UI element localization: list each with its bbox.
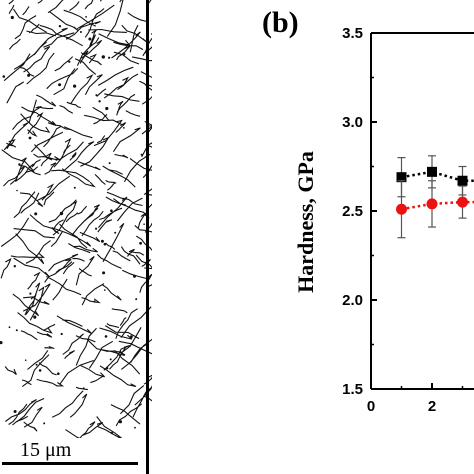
data-point-circle — [426, 198, 438, 210]
precipitate-dot — [16, 189, 18, 192]
y-tick-label: 3.5 — [342, 25, 363, 42]
precipitate-dot — [103, 242, 107, 246]
precipitate-dot — [15, 329, 18, 332]
precipitate-dot — [34, 212, 38, 216]
precipitate-dot — [95, 227, 98, 230]
precipitate-dot — [123, 127, 125, 129]
precipitate-dot — [57, 372, 60, 376]
precipitate-dot — [79, 31, 82, 33]
precipitate-dot — [98, 100, 101, 103]
y-tick-label: 2.5 — [342, 203, 363, 220]
precipitate-dot — [140, 153, 143, 156]
y-axis-ticks: 1.5 2.0 2.5 3.0 3.5 — [342, 25, 377, 398]
precipitate-dot — [29, 292, 32, 295]
precipitate-dot — [0, 341, 3, 345]
precipitate-dot — [130, 335, 133, 338]
series-layer — [396, 155, 474, 239]
precipitate-dot — [106, 367, 109, 370]
data-point-circle — [457, 196, 468, 208]
precipitate-dot — [27, 73, 31, 77]
precipitate-dot — [85, 16, 87, 18]
precipitate-dot — [8, 326, 11, 329]
precipitate-dot — [28, 136, 32, 140]
precipitate-dot — [35, 363, 38, 366]
precipitate-dot — [105, 106, 109, 111]
precipitate-dot — [101, 55, 106, 59]
precipitate-dot — [38, 369, 42, 372]
precipitate-dot — [143, 223, 145, 225]
precipitate-dot — [58, 83, 62, 87]
precipitate-dot — [10, 15, 14, 20]
y-tick-label: 1.5 — [342, 381, 363, 398]
precipitate-dot — [93, 300, 96, 303]
y-tick-label: 2.0 — [342, 292, 363, 309]
scale-bar: 15 μm — [0, 438, 146, 466]
precipitate-dot — [68, 60, 71, 63]
precipitate-dot — [55, 158, 58, 161]
precipitate-dot — [134, 426, 136, 429]
x-tick-label: 0 — [367, 398, 375, 415]
y-tick-label: 3.0 — [342, 114, 363, 131]
data-point-square — [457, 175, 468, 186]
precipitate-dot — [43, 422, 46, 425]
grain-boundary-lines — [0, 0, 152, 448]
precipitate-dot — [33, 315, 37, 319]
grain-boundary-map — [0, 0, 152, 448]
precipitate-dot — [73, 186, 76, 189]
precipitate-dot — [13, 265, 16, 268]
y-axis-title: Hardness, GPa — [293, 151, 318, 293]
data-point-square — [396, 172, 407, 183]
image-border — [146, 0, 149, 474]
x-tick-label: 2 — [428, 398, 436, 415]
precipitate-dot — [108, 162, 111, 165]
precipitate-dot — [24, 359, 27, 362]
precipitate-dot — [114, 231, 117, 234]
data-point-circle — [396, 203, 407, 215]
precipitate-dot — [110, 209, 113, 212]
precipitate-dot — [73, 84, 77, 88]
precipitate-dot — [59, 211, 64, 216]
precipitate-dot — [135, 298, 138, 301]
series-circle-red — [396, 180, 474, 239]
precipitate-dot — [18, 163, 21, 166]
microstructure-image: 15 μm — [0, 0, 152, 474]
precipitate-dot — [108, 56, 111, 59]
precipitate-dot — [133, 274, 136, 278]
precipitate-dot — [2, 75, 6, 78]
precipitate-dot — [102, 271, 106, 275]
precipitate-dot — [88, 37, 92, 41]
scale-bar-line — [2, 462, 138, 465]
precipitate-dot — [110, 431, 113, 434]
precipitate-dot — [104, 335, 108, 338]
precipitate-dot — [122, 52, 125, 55]
precipitate-dot — [118, 420, 122, 424]
precipitate-dot — [109, 358, 112, 361]
panel-label: (b) — [262, 6, 299, 39]
precipitate-dot — [13, 410, 17, 413]
plot-frame — [370, 32, 474, 390]
data-point-square — [427, 166, 437, 177]
series-line — [401, 200, 474, 211]
grain-boundaries — [0, 0, 152, 448]
scale-bar-label: 15 μm — [20, 439, 72, 461]
precipitate-dot — [95, 94, 98, 97]
precipitate-dot — [58, 25, 62, 28]
precipitate-dot — [82, 387, 85, 390]
precipitate-dot — [139, 241, 143, 245]
precipitate-dot — [100, 239, 104, 243]
precipitate-dot — [60, 332, 63, 336]
precipitate-dot — [104, 289, 106, 291]
